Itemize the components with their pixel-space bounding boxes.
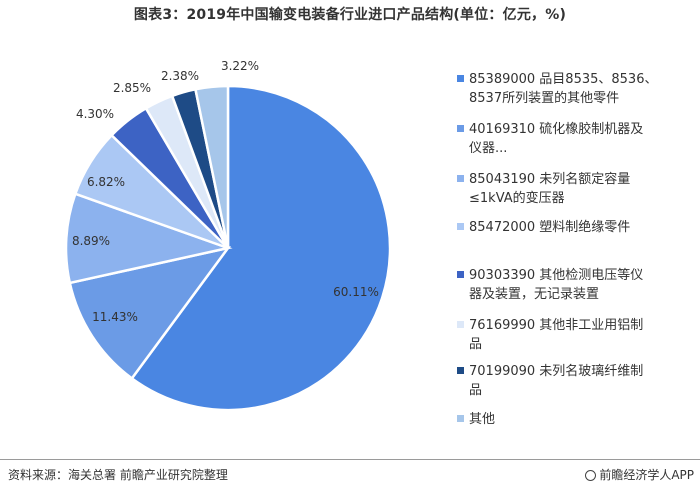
legend-label: 90303390 其他检测电压等仪 器及装置，无记录装置 <box>469 268 644 302</box>
legend-label: 85472000 塑料制绝缘零件 <box>469 220 631 235</box>
legend-label: 其他 <box>469 412 496 427</box>
footer: 资料来源：海关总署 前瞻产业研究院整理 前瞻经济学人APP <box>0 459 700 493</box>
legend-item-1: 85389000 品目8535、8536、 8537所列装置的其他零件 <box>457 70 692 108</box>
legend-label: 76169990 其他非工业用铝制品 <box>469 318 644 352</box>
legend-item-5: 90303390 其他检测电压等仪 器及装置，无记录装置 <box>457 266 692 304</box>
brand-text: 前瞻经济学人APP <box>599 468 694 482</box>
legend-swatch <box>457 415 464 422</box>
source-note: 资料来源：海关总署 前瞻产业研究院整理 <box>8 468 228 482</box>
pie-slice-1 <box>130 84 392 412</box>
data-label-2: 11.43% <box>92 310 138 324</box>
legend-label: 85389000 品目8535、8536、 8537所列装置的其他零件 <box>469 72 658 106</box>
legend-item-3: 85043190 未列名额定容量 ≤1kVA的变压器 <box>457 170 692 208</box>
legend-label: 85043190 未列名额定容量 ≤1kVA的变压器 <box>469 172 631 206</box>
legend-label: 40169310 硫化橡胶制机器及 仪器... <box>469 122 644 156</box>
legend-swatch <box>457 321 464 328</box>
brand-logo-icon <box>585 470 597 481</box>
legend-label: 70199090 未列名玻璃纤维制品 <box>469 364 644 398</box>
legend-item-4: 85472000 塑料制绝缘零件 <box>457 218 692 237</box>
pie-slice-3 <box>64 192 233 285</box>
data-label-5: 4.30% <box>76 107 114 121</box>
legend-swatch <box>457 223 464 230</box>
legend-swatch <box>457 367 464 374</box>
data-label-1: 60.11% <box>333 285 379 299</box>
pie-slice-8 <box>193 84 230 249</box>
legend-swatch <box>457 125 464 132</box>
legend-swatch <box>457 271 464 278</box>
pie-slice-2 <box>68 246 231 381</box>
legend-item-8: 其他 <box>457 410 692 429</box>
legend-swatch <box>457 75 464 82</box>
chart-title: 图表3：2019年中国输变电装备行业进口产品结构(单位：亿元，%) <box>133 7 567 23</box>
legend-item-6: 76169990 其他非工业用铝制品 <box>457 316 692 354</box>
legend-swatch <box>457 175 464 182</box>
data-label-8: 3.22% <box>221 59 259 73</box>
data-label-6: 2.85% <box>113 81 151 95</box>
pie-slices <box>64 84 392 412</box>
legend-item-2: 40169310 硫化橡胶制机器及 仪器... <box>457 120 692 158</box>
data-label-7: 2.38% <box>161 69 199 83</box>
data-label-4: 6.82% <box>87 175 125 189</box>
data-label-3: 8.89% <box>72 234 110 248</box>
legend-item-7: 70199090 未列名玻璃纤维制品 <box>457 362 692 400</box>
brand-label: 前瞻经济学人APP <box>585 466 694 483</box>
pie-data-labels: 60.11% 11.43% 8.89% 6.82% 4.30% 2.85% 2.38% 3.2… <box>72 59 379 324</box>
